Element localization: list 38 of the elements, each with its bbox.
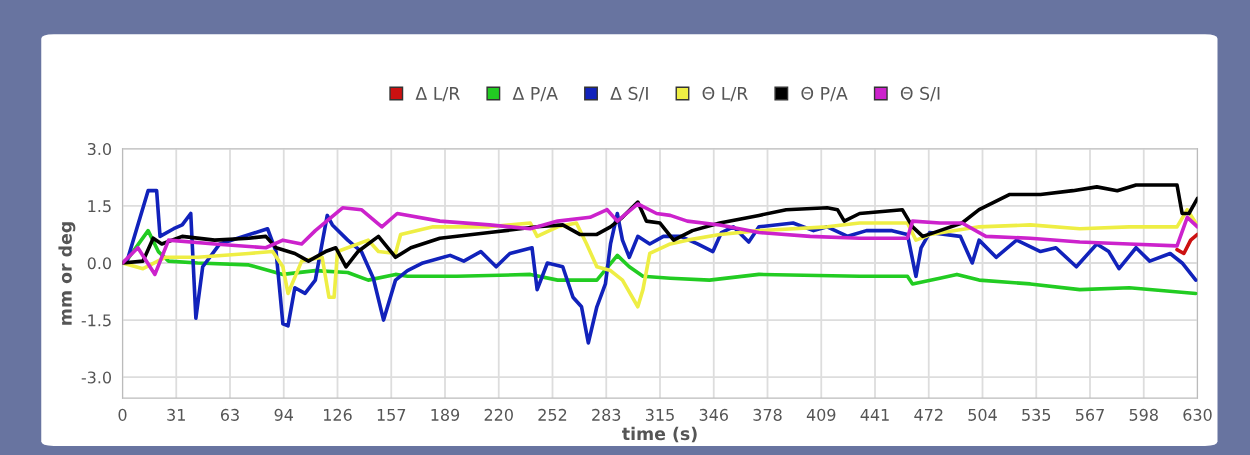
x-tick-label: 378 (753, 408, 782, 421)
x-tick-label: 598 (1129, 408, 1158, 421)
legend-label: Θ L/R (702, 86, 748, 102)
line-series (122, 202, 1198, 277)
line-series (122, 207, 1198, 309)
y-axis-title: mm or deg (58, 222, 76, 325)
x-tick-label: 283 (592, 408, 621, 421)
x-tick-label: 63 (220, 408, 239, 421)
legend-label: Δ S/I (610, 86, 648, 102)
x-tick-label: 441 (860, 409, 889, 421)
x-tick-label: 504 (968, 408, 997, 421)
x-tick-label: 0 (118, 408, 127, 421)
x-tick-label: 567 (1075, 408, 1104, 421)
x-tick-label: 535 (1022, 408, 1051, 421)
y-tick-label: 1.5 (88, 200, 111, 213)
x-tick-label: 346 (699, 408, 728, 421)
y-tick-label: 3.0 (87, 143, 112, 156)
x-tick-label: 126 (324, 408, 352, 421)
y-tick-label: -1.5 (81, 314, 111, 327)
x-tick-label: 630 (1183, 408, 1212, 421)
x-tick-label: 31 (167, 408, 185, 421)
x-tick-label: 94 (274, 408, 294, 421)
line-series (122, 183, 1198, 269)
legend-label: Θ S/I (900, 86, 940, 102)
x-tick-label: 252 (538, 408, 567, 421)
y-tick-label: -3.0 (81, 371, 112, 384)
x-tick-label: 220 (484, 408, 513, 421)
x-tick-label: 189 (431, 408, 460, 421)
x-tick-label: 157 (377, 409, 406, 421)
x-tick-label: 409 (806, 408, 836, 421)
legend-label: Δ P/A (512, 86, 558, 102)
legend-label: Θ P/A (801, 86, 848, 102)
x-tick-label: 315 (645, 408, 674, 421)
x-tick-label: 472 (914, 408, 943, 421)
line-series (1175, 232, 1198, 256)
legend-label: Δ L/R (415, 86, 460, 102)
x-axis-title: time (s) (622, 426, 697, 443)
y-tick-label: 0.0 (87, 257, 112, 270)
